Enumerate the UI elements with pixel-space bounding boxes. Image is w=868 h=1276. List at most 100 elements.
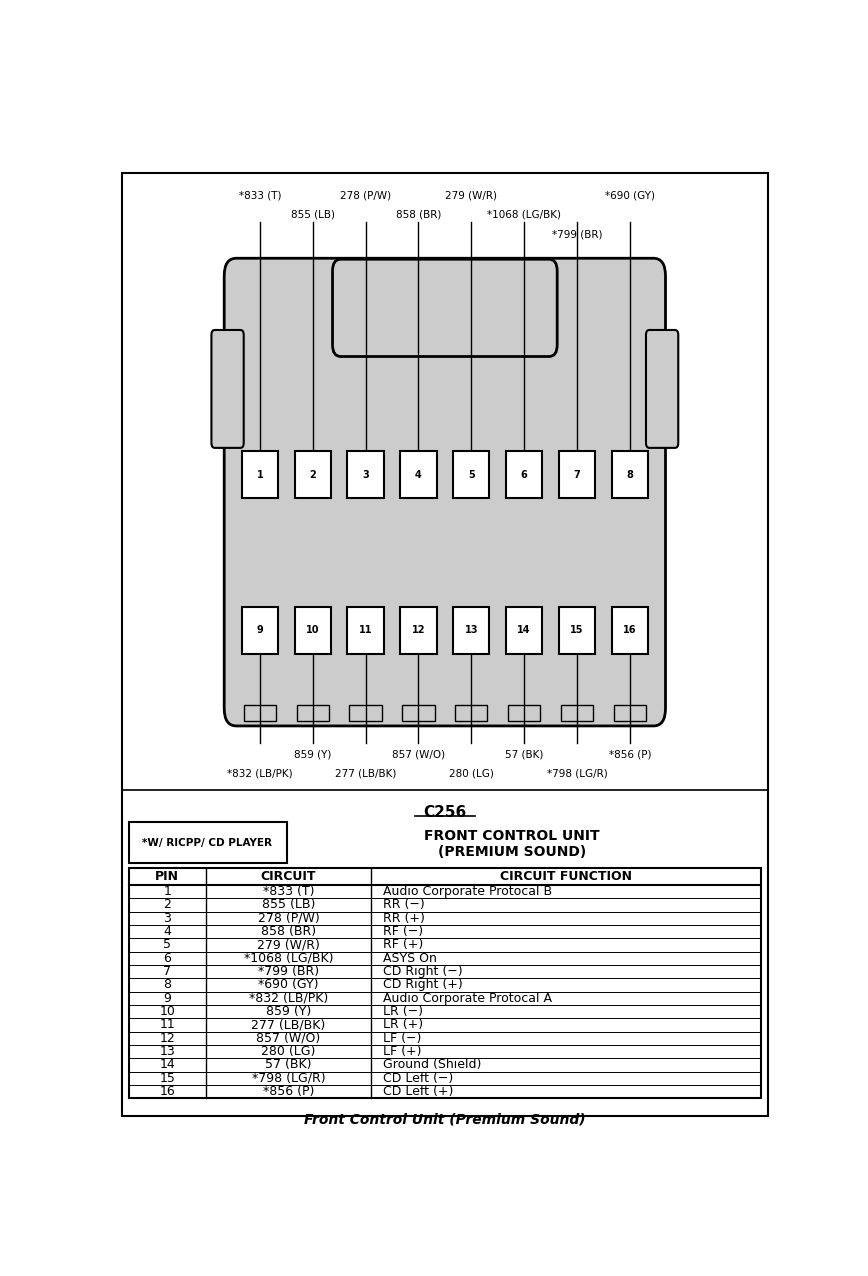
Text: *799 (BR): *799 (BR) — [258, 965, 319, 979]
Text: 57 (BK): 57 (BK) — [505, 749, 543, 759]
Text: CIRCUIT FUNCTION: CIRCUIT FUNCTION — [500, 870, 632, 883]
Bar — [400, 452, 437, 499]
Text: 277 (LB/BK): 277 (LB/BK) — [335, 768, 397, 778]
Text: 280 (LG): 280 (LG) — [261, 1045, 316, 1058]
Text: CD Right (−): CD Right (−) — [383, 965, 463, 979]
Text: 857 (W/O): 857 (W/O) — [391, 749, 445, 759]
Bar — [297, 706, 329, 721]
Bar — [559, 607, 595, 655]
Bar — [294, 452, 331, 499]
Text: 279 (W/R): 279 (W/R) — [257, 938, 320, 952]
Bar — [350, 706, 382, 721]
Text: 855 (LB): 855 (LB) — [262, 898, 315, 911]
Text: RF (+): RF (+) — [383, 938, 424, 952]
Text: 6: 6 — [521, 470, 528, 480]
Text: *832 (LB/PK): *832 (LB/PK) — [227, 768, 293, 778]
Bar — [453, 452, 490, 499]
Bar — [128, 869, 761, 1099]
Text: 2: 2 — [309, 470, 316, 480]
Text: RF (−): RF (−) — [383, 925, 423, 938]
FancyBboxPatch shape — [212, 330, 244, 448]
Text: LR (+): LR (+) — [383, 1018, 423, 1031]
Text: 10: 10 — [160, 1005, 175, 1018]
Bar — [400, 607, 437, 655]
Text: *798 (LG/R): *798 (LG/R) — [547, 768, 608, 778]
Text: LF (−): LF (−) — [383, 1032, 421, 1045]
Text: 859 (Y): 859 (Y) — [266, 1005, 311, 1018]
Bar — [559, 452, 595, 499]
Text: 280 (LG): 280 (LG) — [449, 768, 494, 778]
Text: *856 (P): *856 (P) — [263, 1085, 314, 1099]
Text: *1068 (LG/BK): *1068 (LG/BK) — [487, 211, 561, 219]
Text: 7: 7 — [163, 965, 171, 979]
Text: CIRCUIT: CIRCUIT — [260, 870, 316, 883]
Text: 8: 8 — [627, 470, 634, 480]
Text: 858 (BR): 858 (BR) — [396, 211, 441, 219]
Text: 9: 9 — [163, 991, 171, 1004]
Text: 14: 14 — [517, 625, 531, 635]
Text: Audio Corporate Protocal B: Audio Corporate Protocal B — [383, 886, 552, 898]
Bar — [508, 706, 540, 721]
Text: 5: 5 — [468, 470, 475, 480]
Text: *832 (LB/PK): *832 (LB/PK) — [249, 991, 328, 1004]
Text: 6: 6 — [163, 952, 171, 965]
Bar — [506, 452, 542, 499]
Text: 858 (BR): 858 (BR) — [261, 925, 316, 938]
Text: CD Right (+): CD Right (+) — [383, 979, 463, 991]
Bar — [241, 607, 278, 655]
Text: *856 (P): *856 (P) — [608, 749, 651, 759]
Bar — [347, 452, 384, 499]
Text: RR (+): RR (+) — [383, 912, 424, 925]
Text: 14: 14 — [160, 1059, 175, 1072]
Text: 16: 16 — [623, 625, 636, 635]
Text: 278 (P/W): 278 (P/W) — [340, 190, 391, 200]
Text: *W/ RICPP/ CD PLAYER: *W/ RICPP/ CD PLAYER — [142, 838, 273, 847]
Bar — [506, 607, 542, 655]
Text: Audio Corporate Protocal A: Audio Corporate Protocal A — [383, 991, 552, 1004]
Text: Front Control Unit (Premium Sound): Front Control Unit (Premium Sound) — [304, 1113, 586, 1127]
Text: 10: 10 — [306, 625, 319, 635]
Text: 277 (LB/BK): 277 (LB/BK) — [252, 1018, 326, 1031]
Text: 9: 9 — [256, 625, 263, 635]
Text: LR (−): LR (−) — [383, 1005, 423, 1018]
Text: 57 (BK): 57 (BK) — [266, 1059, 312, 1072]
Text: 8: 8 — [163, 979, 171, 991]
Text: 3: 3 — [362, 470, 369, 480]
Text: Ground (Shield): Ground (Shield) — [383, 1059, 482, 1072]
Bar — [128, 822, 286, 864]
Text: *798 (LG/R): *798 (LG/R) — [252, 1072, 326, 1085]
Text: *690 (GY): *690 (GY) — [605, 190, 654, 200]
Text: 11: 11 — [358, 625, 372, 635]
Text: *690 (GY): *690 (GY) — [258, 979, 319, 991]
Bar — [402, 706, 435, 721]
Text: 3: 3 — [163, 912, 171, 925]
Text: 1: 1 — [256, 470, 263, 480]
Text: 4: 4 — [415, 470, 422, 480]
Text: 13: 13 — [464, 625, 478, 635]
FancyBboxPatch shape — [332, 259, 557, 356]
Text: 279 (W/R): 279 (W/R) — [445, 190, 497, 200]
Text: PIN: PIN — [155, 870, 180, 883]
Text: 15: 15 — [570, 625, 584, 635]
Text: *833 (T): *833 (T) — [263, 886, 314, 898]
Text: *833 (T): *833 (T) — [239, 190, 281, 200]
Text: RR (−): RR (−) — [383, 898, 424, 911]
Text: 16: 16 — [160, 1085, 175, 1099]
Bar — [455, 706, 488, 721]
Bar — [244, 706, 276, 721]
Text: *799 (BR): *799 (BR) — [552, 230, 602, 240]
FancyBboxPatch shape — [646, 330, 678, 448]
Bar — [347, 607, 384, 655]
Text: 1: 1 — [163, 886, 171, 898]
Bar — [453, 607, 490, 655]
Bar — [612, 452, 648, 499]
Text: 12: 12 — [411, 625, 425, 635]
Bar — [612, 607, 648, 655]
Bar — [561, 706, 593, 721]
Text: 13: 13 — [160, 1045, 175, 1058]
Text: LF (+): LF (+) — [383, 1045, 422, 1058]
Bar — [241, 452, 278, 499]
Text: *1068 (LG/BK): *1068 (LG/BK) — [244, 952, 333, 965]
Text: 11: 11 — [160, 1018, 175, 1031]
Text: C256: C256 — [424, 805, 466, 819]
